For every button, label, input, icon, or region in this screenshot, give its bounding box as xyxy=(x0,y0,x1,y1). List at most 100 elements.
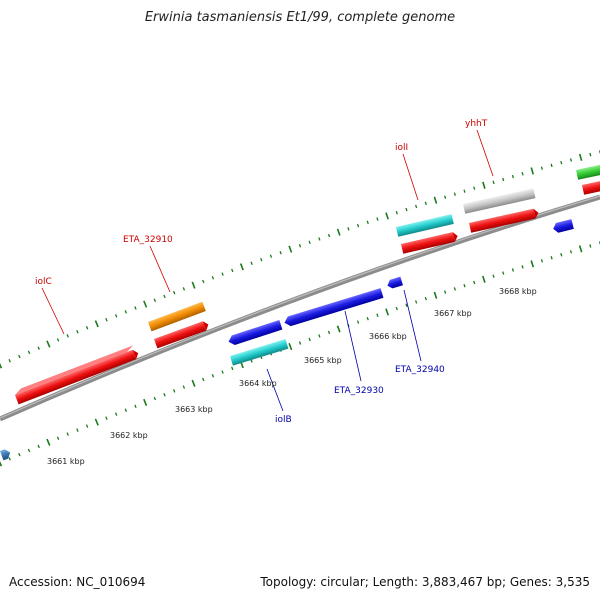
minor-tick xyxy=(521,172,524,176)
minor-tick xyxy=(231,268,234,273)
minor-tick xyxy=(550,163,553,168)
label-leaders xyxy=(41,129,494,412)
gene-iolB-blue[interactable] xyxy=(227,320,283,347)
label-yhhT[interactable]: yhhT xyxy=(465,119,488,129)
minor-tick xyxy=(511,268,515,272)
minor-tick xyxy=(550,256,553,260)
minor-tick xyxy=(366,316,369,321)
gene-iolC[interactable] xyxy=(14,345,140,405)
minor-tick xyxy=(560,253,563,257)
tick-ring-inner xyxy=(0,241,600,467)
minor-tick xyxy=(18,452,21,457)
minor-tick xyxy=(492,180,495,185)
kbp-3663: 3663 kbp xyxy=(175,405,213,414)
major-tick xyxy=(482,181,486,189)
label-iolC[interactable]: iolC xyxy=(35,277,52,287)
major-tick xyxy=(530,260,535,268)
kbp-3664: 3664 kbp xyxy=(239,379,277,388)
minor-tick xyxy=(134,404,137,409)
minor-tick xyxy=(37,444,40,449)
minor-tick xyxy=(415,204,418,209)
gene-ETA_32910-red[interactable] xyxy=(154,320,210,349)
major-tick xyxy=(482,275,486,283)
gene-ETA_32910[interactable] xyxy=(148,301,206,332)
minor-tick xyxy=(269,254,273,258)
major-tick xyxy=(239,263,244,271)
blue-strand-genes xyxy=(227,219,574,347)
minor-tick xyxy=(424,201,427,206)
minor-tick xyxy=(318,334,321,338)
gene-edge-blue[interactable] xyxy=(552,219,574,234)
gene-yhhT[interactable] xyxy=(463,188,536,214)
kbp-3665: 3665 kbp xyxy=(304,356,342,365)
major-tick xyxy=(46,438,51,446)
minor-tick xyxy=(114,314,118,318)
major-tick xyxy=(143,398,148,406)
minor-tick xyxy=(173,389,176,393)
label-ETA_32940[interactable]: ETA_32940 xyxy=(395,365,445,375)
minor-tick xyxy=(298,341,302,345)
minor-tick xyxy=(231,366,234,371)
major-tick xyxy=(0,363,3,369)
minor-tick xyxy=(66,334,69,338)
minor-tick xyxy=(405,303,408,307)
minor-tick xyxy=(405,207,408,212)
minor-tick xyxy=(27,350,31,355)
minor-tick xyxy=(182,287,186,291)
minor-tick xyxy=(318,237,321,241)
label-iolI[interactable]: iolI xyxy=(395,143,408,153)
minor-tick xyxy=(105,318,108,322)
minor-tick xyxy=(153,298,157,302)
minor-tick xyxy=(569,158,573,162)
major-tick xyxy=(336,325,341,333)
minor-tick xyxy=(511,174,514,179)
minor-tick xyxy=(521,265,524,269)
minor-tick xyxy=(18,354,21,359)
gene-iolB[interactable] xyxy=(229,339,289,366)
label-ETA_32930[interactable]: ETA_32930 xyxy=(334,386,384,396)
label-iolB[interactable]: iolB xyxy=(275,415,292,425)
minor-tick xyxy=(444,290,447,294)
minor-tick xyxy=(376,217,379,221)
major-tick xyxy=(433,196,438,204)
minor-tick xyxy=(502,271,505,275)
major-tick xyxy=(46,340,51,348)
gene-ETA_32930[interactable] xyxy=(283,288,384,327)
genome-backbone-highlight xyxy=(0,195,600,419)
minor-tick xyxy=(124,310,128,314)
gene-edge-red[interactable] xyxy=(582,180,600,195)
minor-tick xyxy=(366,220,369,225)
minor-tick xyxy=(308,240,311,245)
minor-tick xyxy=(76,330,79,334)
accession-text: Accession: NC_010694 xyxy=(9,575,146,589)
minor-tick xyxy=(221,272,224,276)
gene-labels: iolC ETA_32910 iolI yhhT iolB ETA_32930 … xyxy=(35,119,488,425)
genome-backbone xyxy=(0,194,600,422)
minor-tick xyxy=(76,428,79,432)
gene-yhhT-red[interactable] xyxy=(469,208,540,233)
minor-tick xyxy=(327,233,331,238)
forward-strand-genes-inner xyxy=(154,180,600,349)
minor-tick xyxy=(27,448,31,453)
major-tick xyxy=(433,291,438,299)
label-ETA_32910[interactable]: ETA_32910 xyxy=(123,235,173,245)
minor-tick xyxy=(540,259,544,263)
minor-tick xyxy=(453,287,456,291)
minor-tick xyxy=(114,412,118,416)
gene-edge-steel[interactable] xyxy=(0,448,12,461)
minor-tick xyxy=(589,152,592,157)
minor-tick xyxy=(540,166,544,170)
major-tick xyxy=(530,167,534,175)
gene-ETA_32940[interactable] xyxy=(386,276,403,290)
major-tick xyxy=(385,308,390,316)
gene-edge-green[interactable] xyxy=(576,163,600,180)
tick-ring-outer xyxy=(0,150,600,369)
minor-tick xyxy=(66,432,69,436)
minor-tick xyxy=(473,280,476,285)
minor-tick xyxy=(153,396,157,401)
minor-tick xyxy=(202,279,205,284)
gene-iolI-red[interactable] xyxy=(401,231,459,254)
minor-tick xyxy=(492,274,495,278)
minor-tick xyxy=(356,320,360,324)
gene-iolI[interactable] xyxy=(396,214,454,237)
